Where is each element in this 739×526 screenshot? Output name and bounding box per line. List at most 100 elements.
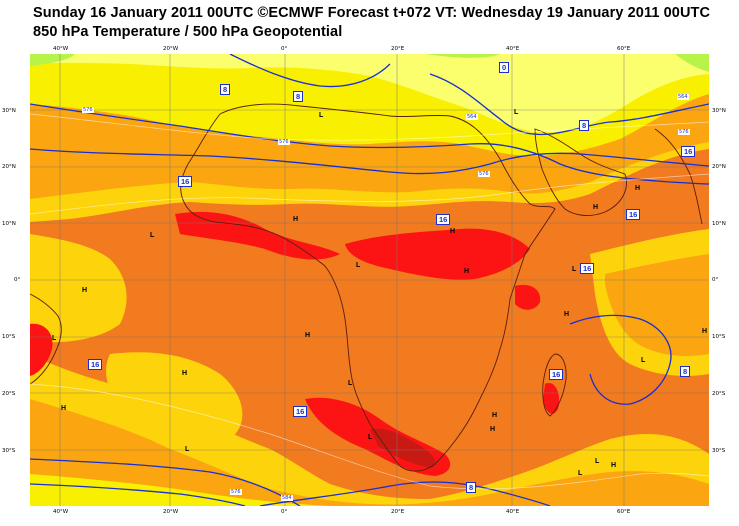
centre-label-8: H [464, 268, 470, 275]
centre-label-19: H [61, 405, 67, 412]
contour-north-small [229, 54, 391, 88]
centre-label-9: H [593, 204, 599, 211]
left-lat-tick-10n: 10°N [2, 221, 16, 227]
isotherm-label-16-cape: 8 [466, 482, 477, 493]
right-lat-tick-10n: 10°N [712, 221, 726, 227]
isotherm-label-16-ne: 16 [681, 146, 696, 157]
right-lat-tick-30n: 30°N [712, 108, 726, 114]
contour-564 [429, 73, 709, 136]
centre-label-22: L [185, 446, 190, 453]
hot-spot-east-africa [515, 284, 541, 310]
hot-spot-southern-africa-core [370, 428, 436, 468]
left-lat-tick-20n: 20°N [2, 164, 16, 170]
centre-label-25: H [490, 426, 496, 433]
bottom-lon-tick-0: 0° [281, 509, 288, 515]
geopotential-label-576-central: 576 [278, 139, 290, 145]
isotherm-label-16-south: 16 [293, 406, 308, 417]
title-fields: 850 hPa Temperature / 500 hPa Geopotenti… [33, 24, 343, 40]
isotherm-label-16-east: 16 [626, 209, 641, 220]
centre-label-14: H [305, 332, 311, 339]
isotherm-16-north [30, 173, 709, 215]
forecast-map: 8 8 0 8 16 16 16 16 16 16 16 16 8 8 576 … [30, 54, 709, 506]
centre-label-13: L [52, 335, 57, 342]
centre-label-23: H [611, 462, 617, 469]
right-lat-tick-20n: 20°N [712, 164, 726, 170]
centre-label-17: H [182, 370, 188, 377]
centre-label-20: L [368, 434, 373, 441]
geopotential-label-576-south: 576 [230, 489, 242, 495]
bottom-lon-tick-40e: 40°E [506, 509, 520, 515]
centre-label-12: H [564, 311, 570, 318]
hot-spot-madagascar [543, 383, 560, 414]
centre-label-15: L [641, 357, 646, 364]
centre-label-18: L [348, 380, 353, 387]
hot-spot-central-africa [345, 228, 530, 280]
centre-label-24: L [578, 470, 583, 477]
isotherm-16-south [30, 383, 709, 490]
temp-band-orange-east [605, 254, 709, 356]
bottom-lon-tick-20w: 20°W [163, 509, 179, 515]
isotherm-label-8-arabia: 8 [579, 120, 590, 131]
isotherm-label-16-sw: 16 [88, 359, 103, 370]
left-lat-tick-30n: 30°N [2, 108, 16, 114]
title-forecast-run: Sunday 16 January 2011 00UTC ©ECMWF Fore… [33, 5, 711, 21]
isotherm-label-16-madagascar: 16 [549, 369, 564, 380]
right-lat-tick-0: 0° [712, 277, 719, 283]
isotherm-label-16-central: 16 [436, 214, 451, 225]
isotherm-label-8-north: 8 [293, 91, 304, 102]
coast-madagascar [542, 353, 567, 417]
contour-south-576 [30, 458, 301, 506]
left-lat-tick-30s: 30°S [2, 448, 16, 454]
geopotential-label-576-east: 576 [478, 171, 490, 177]
top-lon-tick-60e: 60°E [617, 46, 631, 52]
centre-label-6: H [450, 228, 456, 235]
top-lon-tick-40e: 40°E [506, 46, 520, 52]
isotherm-label-16-kenya: 16 [580, 263, 595, 274]
left-lat-tick-20s: 20°S [2, 391, 16, 397]
top-lon-tick-0: 0° [281, 46, 288, 52]
geopotential-contours [30, 54, 709, 506]
coast-africa [180, 103, 556, 472]
isotherm-label-8-nw: 8 [220, 84, 231, 95]
geopotential-label-564-north: 564 [466, 114, 478, 120]
centre-label-3: H [635, 185, 641, 192]
centre-label-11: L [572, 266, 577, 273]
bottom-lon-tick-40w: 40°W [53, 509, 69, 515]
isotherm-label-16-atlantic: 16 [178, 176, 193, 187]
top-lon-tick-20w: 20°W [163, 46, 179, 52]
contour-south-inner [30, 483, 246, 506]
geopotential-label-584-south: 584 [281, 495, 293, 501]
centre-label-21: H [492, 412, 498, 419]
right-lat-tick-30s: 30°S [712, 448, 726, 454]
coast-india [654, 128, 703, 225]
temp-band-yellow-green-ne [675, 54, 709, 72]
bottom-lon-tick-20e: 20°E [391, 509, 405, 515]
centre-label-1: L [319, 112, 324, 119]
left-lat-tick-0: 0° [14, 277, 21, 283]
temp-band-gold-west [30, 234, 127, 343]
temp-band-yellow-green-north [425, 54, 500, 58]
contour-576-north [30, 103, 709, 185]
right-lat-tick-10s: 10°S [712, 334, 726, 340]
centre-label-10: H [82, 287, 88, 294]
temp-band-yellow-south [30, 474, 330, 506]
contour-576-mid [30, 148, 709, 175]
coastlines [30, 103, 703, 472]
centre-label-5: H [293, 216, 299, 223]
isotherm-label-0-north: 0 [499, 62, 510, 73]
top-lon-tick-40w: 40°W [53, 46, 69, 52]
bottom-lon-tick-60e: 60°E [617, 509, 631, 515]
top-lon-tick-20e: 20°E [391, 46, 405, 52]
contour-south-584 [259, 481, 551, 506]
centre-label-2: L [514, 109, 519, 116]
map-canvas [30, 54, 709, 506]
centre-label-16: H [702, 328, 708, 335]
hot-spot-west-africa [175, 211, 340, 260]
contour-southeast [569, 314, 672, 405]
centre-label-26: L [595, 458, 600, 465]
geopotential-label-564-ne: 564 [677, 94, 689, 100]
left-lat-tick-10s: 10°S [2, 334, 16, 340]
isotherm-label-8-se: 8 [680, 366, 691, 377]
geopotential-label-576-ne: 576 [678, 129, 690, 135]
centre-label-4: L [150, 232, 155, 239]
